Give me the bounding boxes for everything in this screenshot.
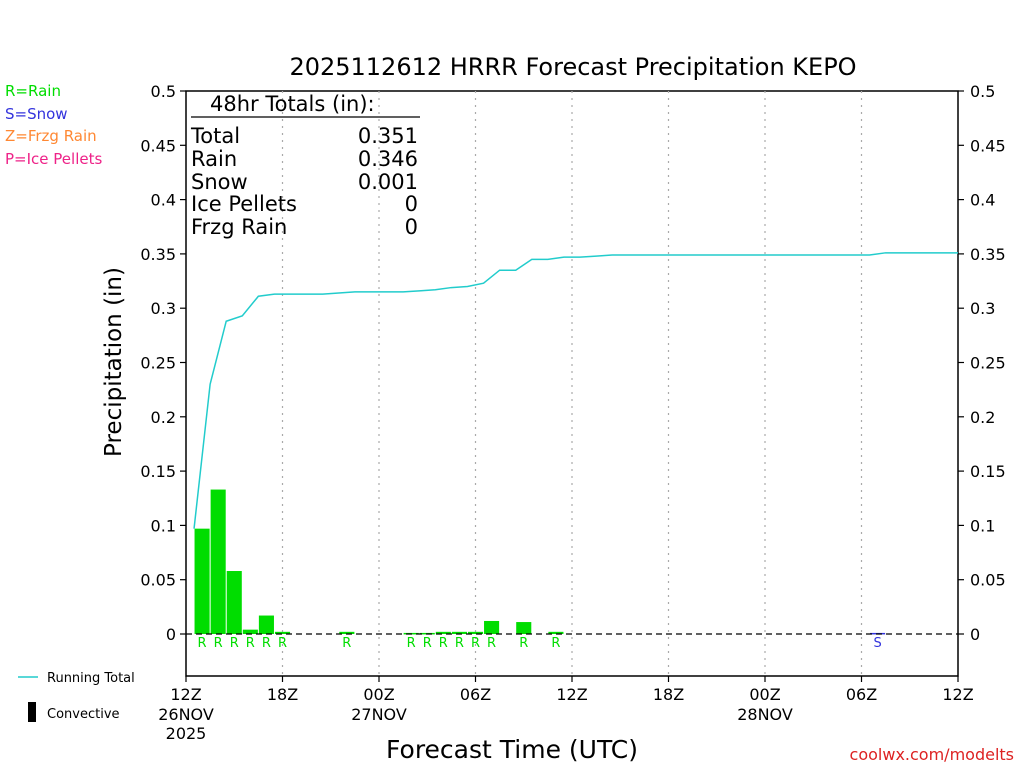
totals-value-frzg-rain: 0 xyxy=(405,215,418,239)
totals-value-rain: 0.346 xyxy=(358,147,418,171)
convective-swatch xyxy=(28,702,36,722)
bar xyxy=(210,489,226,634)
x-tick-year: 2025 xyxy=(166,724,207,743)
totals-box: 48hr Totals (in): Total 0.351 Rain 0.346… xyxy=(190,92,420,239)
bar-type-code: R xyxy=(407,636,416,651)
bar-type-code: R xyxy=(471,636,480,651)
x-tick-label: 12Z xyxy=(170,685,201,704)
site-watermark: coolwx.com/modelts xyxy=(850,745,1014,764)
y-tick-label-left: 0.5 xyxy=(151,82,176,101)
totals-label-total: Total xyxy=(190,124,240,148)
bar-type-code: R xyxy=(246,636,255,651)
totals-label-ice-pellets: Ice Pellets xyxy=(191,192,297,216)
legend-rain: R=Rain xyxy=(5,82,61,100)
y-tick-label-left: 0.3 xyxy=(151,299,176,318)
y-tick-label-left: 0.1 xyxy=(151,516,176,535)
y-tick-label-left: 0.05 xyxy=(140,571,176,590)
bar xyxy=(467,631,484,634)
running-total-layer xyxy=(193,252,958,529)
bar xyxy=(484,620,500,634)
bar-type-code: S xyxy=(873,636,881,651)
bar-type-code: R xyxy=(423,636,432,651)
y-tick-label-right: 0.4 xyxy=(970,191,995,210)
bar-type-code: R xyxy=(230,636,239,651)
running-total-line xyxy=(193,252,958,529)
x-tick-label: 12Z xyxy=(556,685,587,704)
x-tick-date: 27NOV xyxy=(351,705,407,724)
y-tick-label-right: 0.45 xyxy=(970,136,1006,155)
y-tick-label-left: 0.2 xyxy=(151,408,176,427)
totals-value-ice-pellets: 0 xyxy=(405,192,418,216)
x-tick-label: 18Z xyxy=(653,685,684,704)
bars-layer xyxy=(194,489,886,635)
bar-type-code: R xyxy=(439,636,448,651)
y-tick-label-right: 0.5 xyxy=(970,82,995,101)
y-axis-ticks: 0 00.05 0.050.1 0.10.15 0.150.2 0.20.25 0.250.… xyxy=(140,82,1005,644)
y-tick-label-left: 0.25 xyxy=(140,354,176,373)
totals-header: 48hr Totals (in): xyxy=(210,92,375,116)
x-tick-date: 26NOV xyxy=(158,705,214,724)
bar xyxy=(274,631,291,634)
x-tick-label: 12Z xyxy=(942,685,973,704)
x-axis-label: Forecast Time (UTC) xyxy=(386,735,638,764)
y-tick-label-right: 0.05 xyxy=(970,571,1006,590)
y-axis-label: Precipitation (in) xyxy=(101,267,127,457)
x-tick-label: 00Z xyxy=(363,685,394,704)
bar xyxy=(435,631,451,634)
bar xyxy=(194,528,210,634)
bar-type-code: R xyxy=(278,636,287,651)
bar xyxy=(548,631,564,634)
y-tick-label-left: 0.45 xyxy=(140,136,176,155)
totals-label-frzg-rain: Frzg Rain xyxy=(191,215,287,239)
y-tick-label-left: 0.4 xyxy=(151,191,176,210)
bar-type-code: R xyxy=(487,636,496,651)
totals-label-snow: Snow xyxy=(191,170,248,194)
totals-value-snow: 0.001 xyxy=(358,170,418,194)
y-tick-label-left: 0 xyxy=(166,625,176,644)
bar-type-code: R xyxy=(262,636,271,651)
y-tick-label-right: 0.15 xyxy=(970,462,1006,481)
y-tick-label-right: 0.25 xyxy=(970,354,1006,373)
x-tick-label: 18Z xyxy=(267,685,298,704)
bar xyxy=(226,571,242,634)
bar xyxy=(339,631,355,634)
y-tick-label-left: 0.15 xyxy=(140,462,176,481)
totals-label-rain: Rain xyxy=(191,147,237,171)
legend-frzg-rain: Z=Frzg Rain xyxy=(5,127,97,145)
bar xyxy=(451,631,467,634)
y-tick-label-right: 0.1 xyxy=(970,516,995,535)
bar xyxy=(258,615,274,634)
chart-title: 2025112612 HRRR Forecast Precipitation K… xyxy=(289,53,856,81)
x-tick-label: 06Z xyxy=(460,685,491,704)
x-tick-label: 06Z xyxy=(846,685,877,704)
convective-legend: Convective xyxy=(47,707,120,722)
bar-type-code: R xyxy=(198,636,207,651)
legend-ice-pellets: P=Ice Pellets xyxy=(5,150,102,168)
bar-type-code: R xyxy=(551,636,560,651)
bar xyxy=(242,629,258,634)
y-tick-label-right: 0.3 xyxy=(970,299,995,318)
bar-type-code: R xyxy=(214,636,223,651)
bar-type-code: R xyxy=(342,636,351,651)
y-tick-label-right: 0.35 xyxy=(970,245,1006,264)
bar-type-code: R xyxy=(519,636,528,651)
bar-type-code: R xyxy=(455,636,464,651)
x-tick-date: 28NOV xyxy=(737,705,793,724)
totals-value-total: 0.351 xyxy=(358,124,418,148)
y-tick-label-right: 0.2 xyxy=(970,408,995,427)
bar xyxy=(516,622,532,634)
x-tick-label: 00Z xyxy=(749,685,780,704)
y-tick-label-left: 0.35 xyxy=(140,245,176,264)
running-total-legend: Running Total xyxy=(47,671,135,686)
legend-snow: S=Snow xyxy=(5,105,68,123)
y-tick-label-right: 0 xyxy=(970,625,980,644)
